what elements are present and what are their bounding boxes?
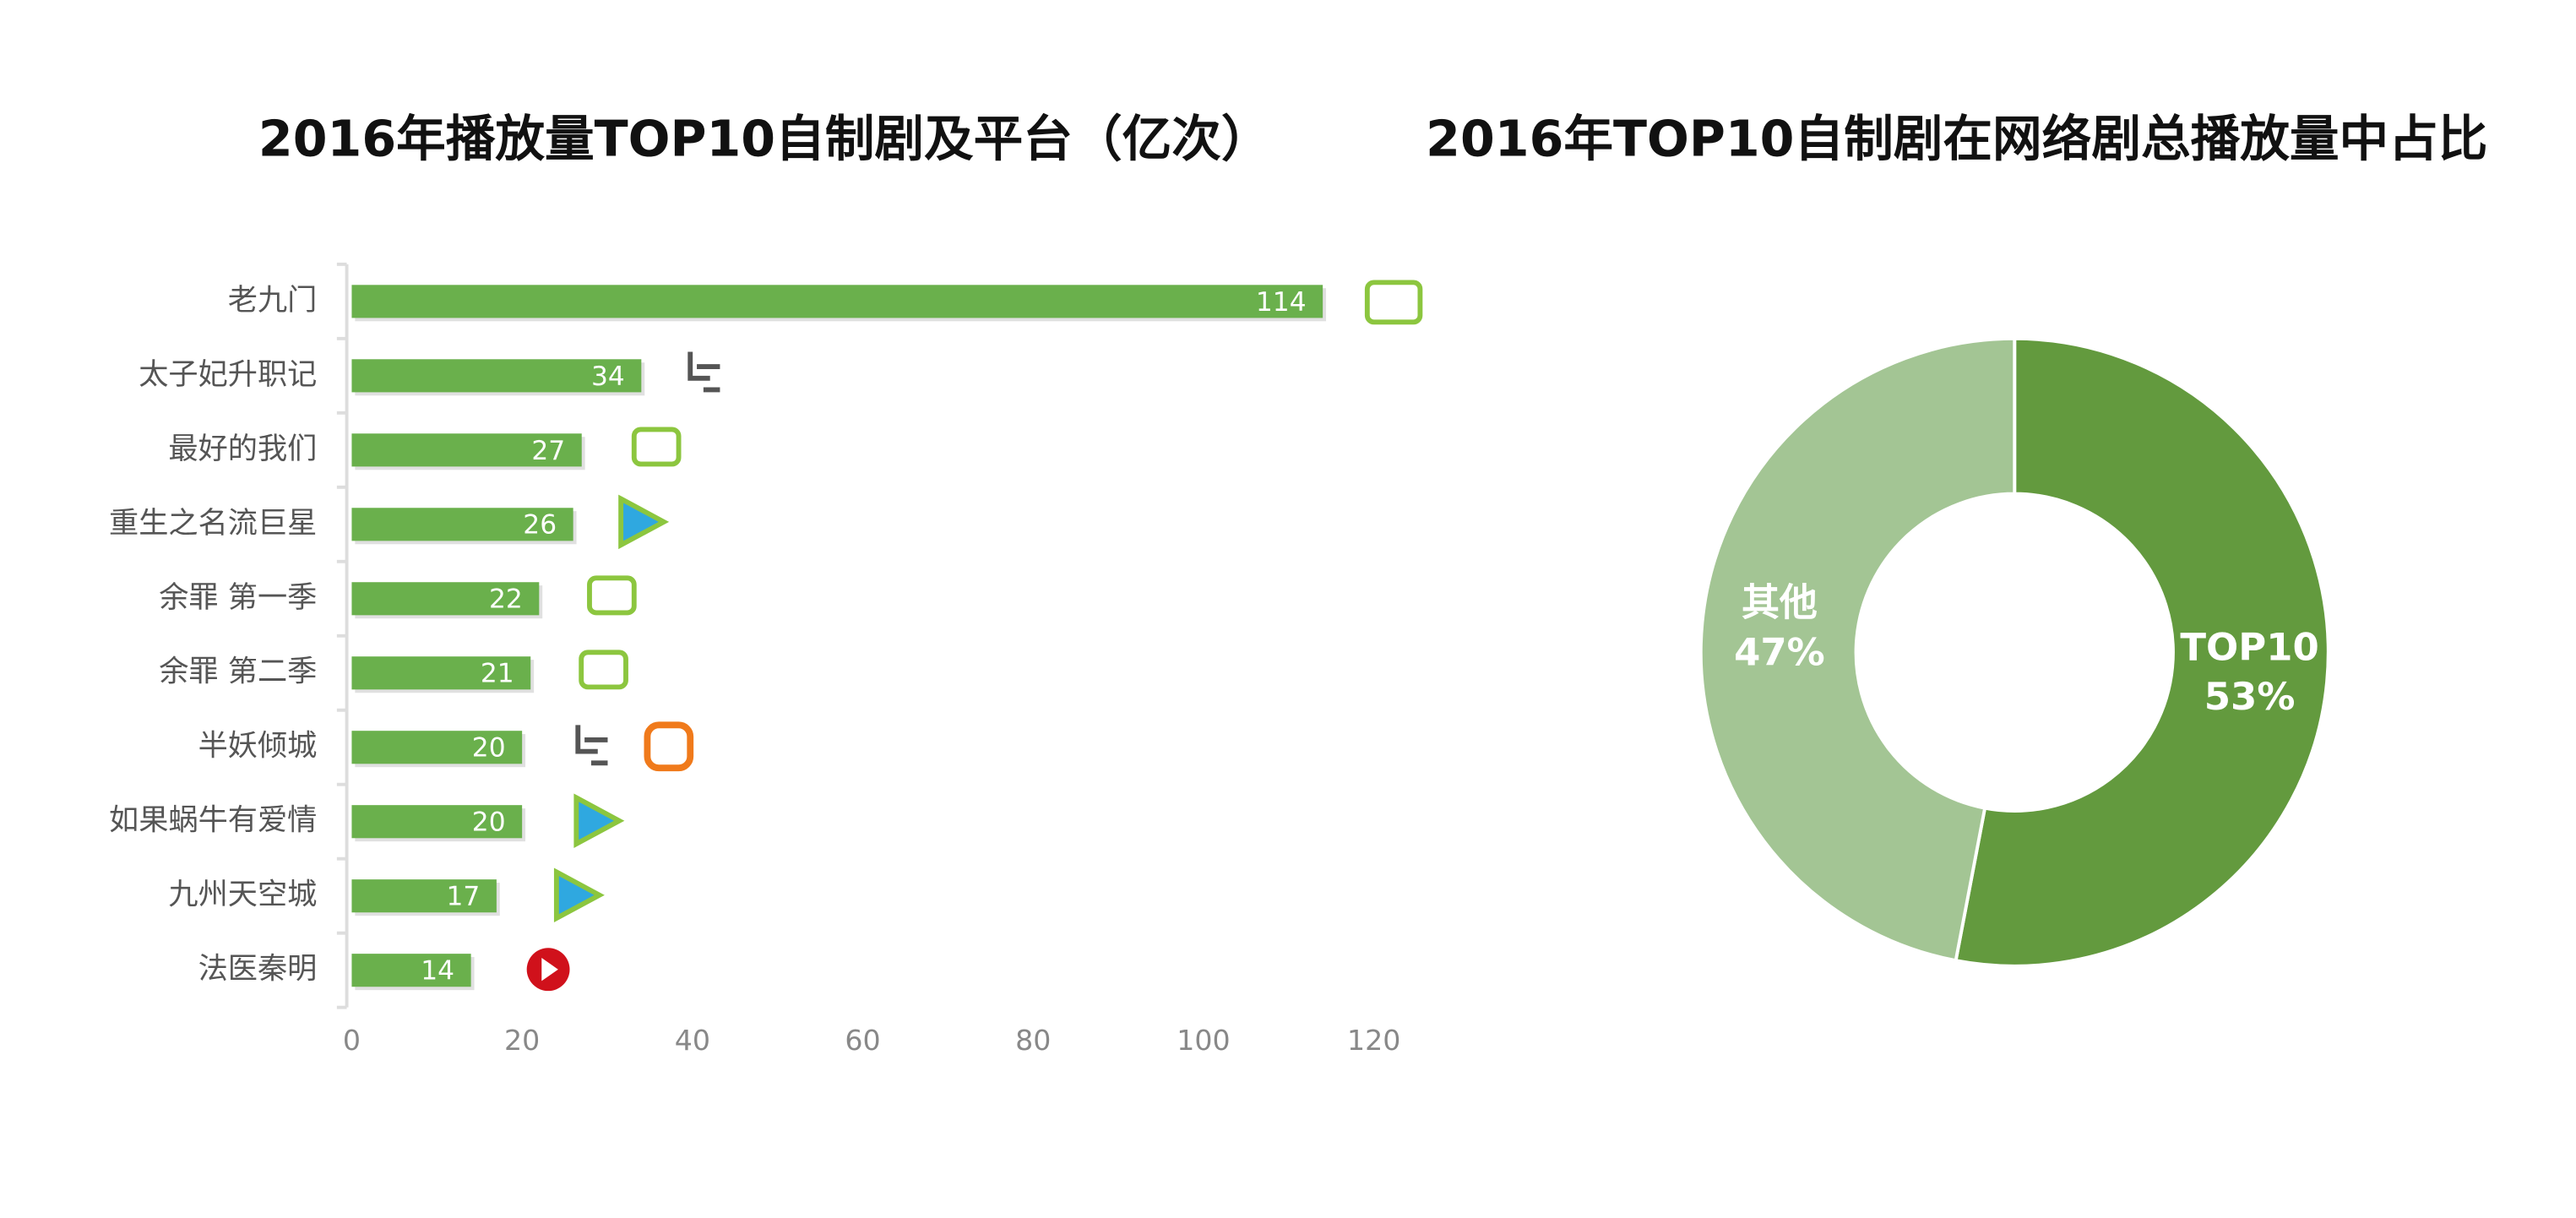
icon — [553, 867, 605, 923]
category-label: 如果蜗牛有爱情 — [109, 803, 317, 838]
value-label: 27 — [531, 436, 565, 466]
x-tick-label: 20 — [504, 1024, 540, 1057]
x-tick-label: 80 — [1015, 1024, 1051, 1057]
value-label: 14 — [421, 956, 454, 987]
x-tick-label: 120 — [1347, 1024, 1400, 1057]
category-label: 法医秦明 — [198, 952, 318, 987]
chart-title: 2016年TOP10自制剧在网络剧总播放量中占比 — [1426, 110, 2487, 167]
icon — [618, 494, 670, 550]
category-label: 九州天空城 — [168, 878, 317, 912]
x-tick-label: 0 — [343, 1024, 361, 1057]
icon — [587, 575, 637, 616]
bar — [351, 731, 523, 764]
bar — [351, 954, 471, 987]
donut-slice — [1954, 336, 2330, 968]
value-label: 20 — [472, 733, 506, 764]
icon — [573, 793, 625, 849]
slice-label: 其他 — [1742, 580, 1818, 625]
value-label: 114 — [1256, 287, 1307, 318]
bar — [351, 508, 573, 541]
bar — [351, 879, 497, 913]
donut-slice — [1698, 336, 2017, 963]
value-label: 34 — [591, 362, 625, 392]
x-tick-label: 60 — [845, 1024, 880, 1057]
x-tick-label: 40 — [675, 1024, 710, 1057]
bar — [351, 656, 531, 690]
icon — [575, 725, 608, 766]
category-label: 半妖倾城 — [198, 729, 318, 764]
chart-title: 2016年播放量TOP10自制剧及平台（亿次） — [258, 110, 1271, 167]
icon — [579, 650, 628, 690]
slice-value: 53% — [2204, 674, 2296, 719]
category-label: 太子妃升职记 — [139, 357, 317, 392]
value-label: 26 — [523, 510, 557, 541]
bar — [351, 805, 523, 839]
category-label: 最好的我们 — [168, 432, 317, 466]
value-label: 21 — [481, 659, 514, 689]
platform-icons — [526, 280, 1423, 992]
slice-value: 47% — [1734, 629, 1825, 674]
value-label: 17 — [447, 882, 481, 912]
bar — [351, 285, 1323, 318]
icon — [631, 427, 682, 467]
icon — [644, 721, 694, 772]
x-tick-label: 100 — [1177, 1024, 1230, 1057]
value-label: 20 — [472, 807, 506, 838]
bar — [351, 582, 540, 616]
category-label: 重生之名流巨星 — [109, 506, 317, 541]
category-label: 余罪 第二季 — [159, 655, 317, 689]
icon — [687, 351, 720, 393]
icon — [541, 958, 558, 981]
bar — [351, 433, 582, 467]
value-label: 22 — [489, 585, 523, 615]
icon — [1364, 280, 1423, 325]
bar — [351, 359, 642, 393]
slice-label: TOP10 — [2180, 624, 2318, 669]
category-label: 余罪 第一季 — [159, 580, 317, 615]
category-label: 老九门 — [228, 283, 318, 318]
